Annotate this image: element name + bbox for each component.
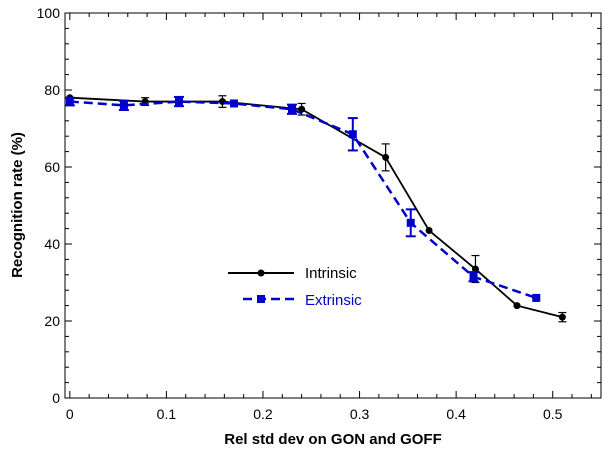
legend-label-intrinsic: Intrinsic: [305, 265, 357, 282]
data-point-intrinsic: [558, 313, 566, 321]
data-point-extrinsic: [174, 97, 183, 106]
y-tick-label: 100: [37, 5, 61, 21]
legend-marker-extrinsic: [257, 295, 265, 303]
data-point-extrinsic: [65, 97, 74, 106]
x-tick-label: 0.4: [446, 406, 466, 422]
y-tick-label: 20: [44, 313, 60, 329]
legend: Intrinsic Extrinsic: [228, 265, 362, 309]
data-point-intrinsic: [513, 302, 521, 310]
y-tick-label: 60: [44, 159, 60, 175]
data-point-extrinsic: [348, 130, 357, 139]
data-point-extrinsic: [406, 218, 415, 227]
y-axis-label: Recognition rate (%): [9, 132, 26, 278]
series-line-intrinsic: [69, 96, 563, 319]
x-tick-labels: 0 0.1 0.2 0.3 0.4 0.5: [66, 406, 563, 422]
series-layer: [64, 94, 567, 323]
x-tick-label: 0.2: [253, 406, 273, 422]
y-tick-label: 40: [44, 236, 60, 252]
data-point-extrinsic: [532, 293, 541, 302]
x-tick-label: 0.3: [350, 406, 370, 422]
y-tick-labels: 0 20 40 60 80 100: [37, 5, 61, 406]
series-line-extrinsic: [69, 100, 537, 300]
data-point-intrinsic: [425, 227, 433, 235]
data-point-extrinsic: [230, 99, 239, 108]
y-tick-label: 0: [52, 390, 60, 406]
legend-marker-intrinsic: [257, 269, 265, 277]
x-tick-label: 0.1: [157, 406, 177, 422]
data-point-extrinsic: [469, 272, 478, 281]
legend-label-extrinsic: Extrinsic: [305, 292, 362, 309]
x-tick-label: 0.5: [543, 406, 563, 422]
plot-frame: [64, 12, 602, 399]
x-axis-label: Rel std dev on GON and GOFF: [224, 431, 442, 448]
x-tick-label: 0: [66, 406, 74, 422]
data-point-intrinsic: [298, 105, 306, 113]
data-point-intrinsic: [382, 153, 390, 161]
data-point-extrinsic: [119, 101, 128, 110]
ticks-layer: [65, 12, 601, 399]
y-tick-label: 80: [44, 82, 60, 98]
data-point-extrinsic: [287, 105, 296, 114]
data-point-intrinsic: [471, 265, 479, 273]
